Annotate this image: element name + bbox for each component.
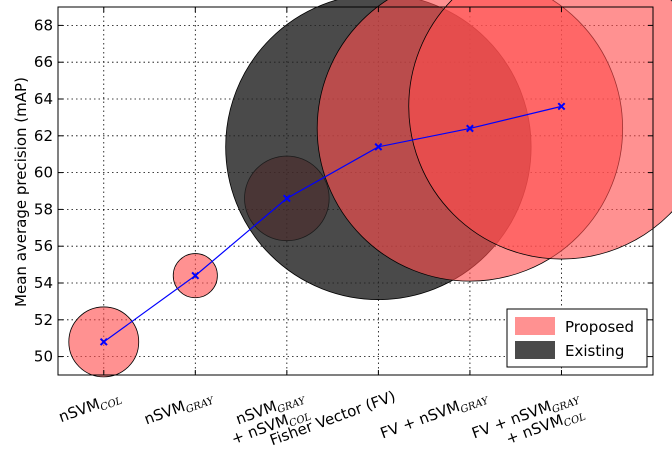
marker-stroke bbox=[557, 102, 566, 111]
y-tick-label: 60 bbox=[34, 164, 53, 182]
y-tick-label: 54 bbox=[34, 274, 53, 292]
y-tick-label: 66 bbox=[34, 53, 53, 71]
x-tick-label-line: nSVMGRAY bbox=[142, 387, 217, 431]
data-point-marker bbox=[557, 102, 566, 111]
x-tick-label: nSVMGRAY+ nSVMCOL bbox=[229, 395, 313, 448]
data-point-marker bbox=[466, 124, 474, 133]
y-tick-label: 62 bbox=[34, 127, 53, 145]
marker-stroke bbox=[282, 194, 291, 203]
x-tick-label: nSVMGRAY bbox=[142, 387, 217, 431]
y-tick-label: 56 bbox=[34, 237, 53, 255]
marker-stroke bbox=[191, 271, 200, 280]
bubbles bbox=[68, 0, 672, 378]
y-tick-label: 64 bbox=[34, 90, 53, 108]
data-point-marker bbox=[282, 194, 291, 203]
y-tick-label: 58 bbox=[34, 200, 53, 218]
plot-frame bbox=[57, 6, 654, 376]
x-tick-label: nSVMCOL bbox=[56, 387, 124, 428]
data-point-marker bbox=[374, 142, 383, 151]
data-point-marker bbox=[191, 271, 200, 280]
marker-stroke bbox=[466, 124, 474, 133]
mean-line-series bbox=[99, 102, 566, 346]
y-tick-label: 68 bbox=[34, 16, 53, 34]
legend: Proposed Existing bbox=[506, 308, 648, 368]
x-tick-label-line: nSVMCOL bbox=[56, 387, 124, 428]
data-point-marker bbox=[99, 337, 108, 346]
x-tick-label: FV + nSVMGRAY+ nSVMCOL bbox=[469, 395, 587, 448]
legend-label: Existing bbox=[565, 342, 624, 360]
series-line bbox=[103, 105, 562, 343]
legend-swatch bbox=[515, 317, 555, 335]
bubble-proposed bbox=[408, 0, 672, 260]
y-axis: 50 52 54 56 58 60 62 64 66 68 bbox=[34, 16, 653, 366]
marker-stroke bbox=[374, 142, 383, 151]
marker-stroke bbox=[99, 337, 108, 346]
y-tick-label: 50 bbox=[34, 348, 53, 366]
legend-label: Proposed bbox=[565, 318, 634, 336]
legend-swatch bbox=[515, 341, 555, 359]
y-tick-label: 52 bbox=[34, 311, 53, 329]
y-axis-label: Mean average precision (mAP) bbox=[12, 77, 30, 307]
